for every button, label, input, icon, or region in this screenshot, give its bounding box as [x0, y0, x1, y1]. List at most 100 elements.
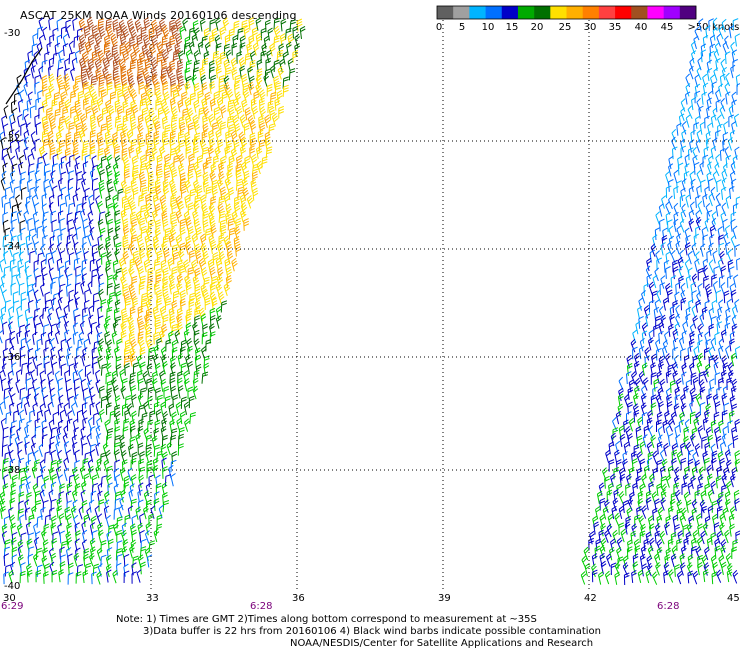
wind-barb	[167, 257, 174, 271]
wind-barb	[667, 433, 674, 447]
wind-barb	[179, 178, 186, 192]
wind-barb	[591, 553, 598, 567]
wind-barb	[66, 212, 73, 225]
wind-barb	[101, 252, 107, 265]
wind-barb	[106, 170, 113, 184]
wind-barb	[712, 17, 718, 32]
wind-barb	[227, 218, 234, 231]
wind-barb	[712, 280, 718, 295]
wind-barb	[696, 66, 702, 81]
wind-barb	[269, 42, 276, 57]
wind-barb	[235, 163, 242, 177]
wind-barb	[79, 465, 86, 480]
wind-barb	[689, 330, 695, 345]
wind-barb	[17, 449, 23, 464]
wind-barb	[604, 570, 611, 585]
wind-barb	[84, 562, 92, 576]
wind-barb	[192, 67, 199, 80]
wind-barb	[706, 249, 712, 263]
wind-barb	[64, 58, 70, 72]
wind-barb	[19, 570, 26, 584]
wind-barb	[146, 283, 153, 296]
wind-barb	[192, 209, 199, 223]
wind-barb	[710, 74, 716, 88]
wind-barb	[719, 148, 726, 161]
wind-barb	[51, 361, 58, 375]
wind-barb	[674, 466, 680, 481]
wind-barb	[44, 451, 51, 464]
wind-barb	[716, 179, 722, 193]
wind-barb	[688, 218, 695, 232]
wind-barb	[38, 34, 44, 49]
wind-barb	[248, 17, 255, 31]
wind-barb	[706, 97, 712, 111]
wind-barb	[676, 570, 683, 585]
wind-barb	[715, 435, 722, 449]
wind-barb	[36, 515, 43, 528]
wind-barb	[185, 145, 192, 159]
wind-barb	[734, 498, 740, 512]
wind-barb	[216, 96, 224, 111]
wind-barb	[139, 217, 146, 231]
wind-barb	[691, 537, 697, 551]
wind-barb	[215, 282, 223, 296]
wind-barb	[160, 73, 168, 87]
wind-barb	[34, 425, 41, 439]
wind-barb	[109, 410, 116, 423]
wind-barb	[704, 457, 710, 471]
wind-barb	[48, 489, 54, 503]
wind-barb	[613, 466, 620, 480]
wind-barb	[203, 276, 210, 289]
wind-barb	[201, 203, 208, 217]
wind-barb	[696, 360, 703, 375]
wind-barb	[41, 75, 48, 89]
wind-barb	[684, 242, 691, 256]
wind-barb	[14, 92, 20, 105]
wind-barb	[711, 299, 717, 313]
wind-barb	[646, 257, 652, 272]
wind-barb	[15, 194, 21, 209]
wind-barb	[83, 97, 89, 111]
wind-barb	[259, 106, 266, 120]
wind-barb	[702, 569, 709, 583]
wind-barb	[38, 17, 44, 31]
wind-barb	[607, 513, 614, 528]
wind-barb	[144, 530, 150, 544]
lat-label: -30	[4, 28, 20, 39]
wind-barb	[49, 120, 57, 135]
wind-barb	[282, 84, 289, 97]
wind-barb	[162, 137, 169, 151]
wind-barb	[639, 337, 645, 352]
wind-barb	[681, 178, 687, 192]
wind-barb	[160, 259, 167, 273]
wind-barb	[595, 505, 601, 520]
wind-barb	[225, 211, 232, 225]
wind-barb	[164, 170, 170, 183]
wind-barb	[113, 384, 119, 399]
wind-barb	[710, 146, 716, 160]
wind-barb	[170, 114, 178, 127]
wind-barb	[234, 123, 241, 137]
wind-barb	[116, 338, 122, 352]
wind-barb	[625, 426, 631, 440]
wind-barb	[63, 457, 69, 471]
wind-barb	[59, 530, 66, 544]
wind-barb	[132, 186, 139, 200]
wind-barb	[172, 251, 179, 265]
wind-barb	[27, 289, 34, 303]
wind-barb	[198, 307, 206, 322]
wind-barb	[688, 186, 695, 200]
wind-barb	[122, 403, 128, 417]
wind-barb	[244, 107, 251, 121]
wind-barb	[33, 393, 39, 407]
wind-barb	[726, 459, 732, 474]
wind-barb	[653, 324, 659, 337]
wind-barb	[604, 475, 610, 489]
wind-barb	[127, 75, 135, 89]
wind-barb	[131, 514, 137, 528]
wind-barb	[174, 329, 181, 344]
wind-barb	[25, 377, 32, 391]
wind-barb	[43, 571, 49, 584]
wind-barb	[58, 569, 64, 583]
wind-barb	[35, 569, 42, 583]
